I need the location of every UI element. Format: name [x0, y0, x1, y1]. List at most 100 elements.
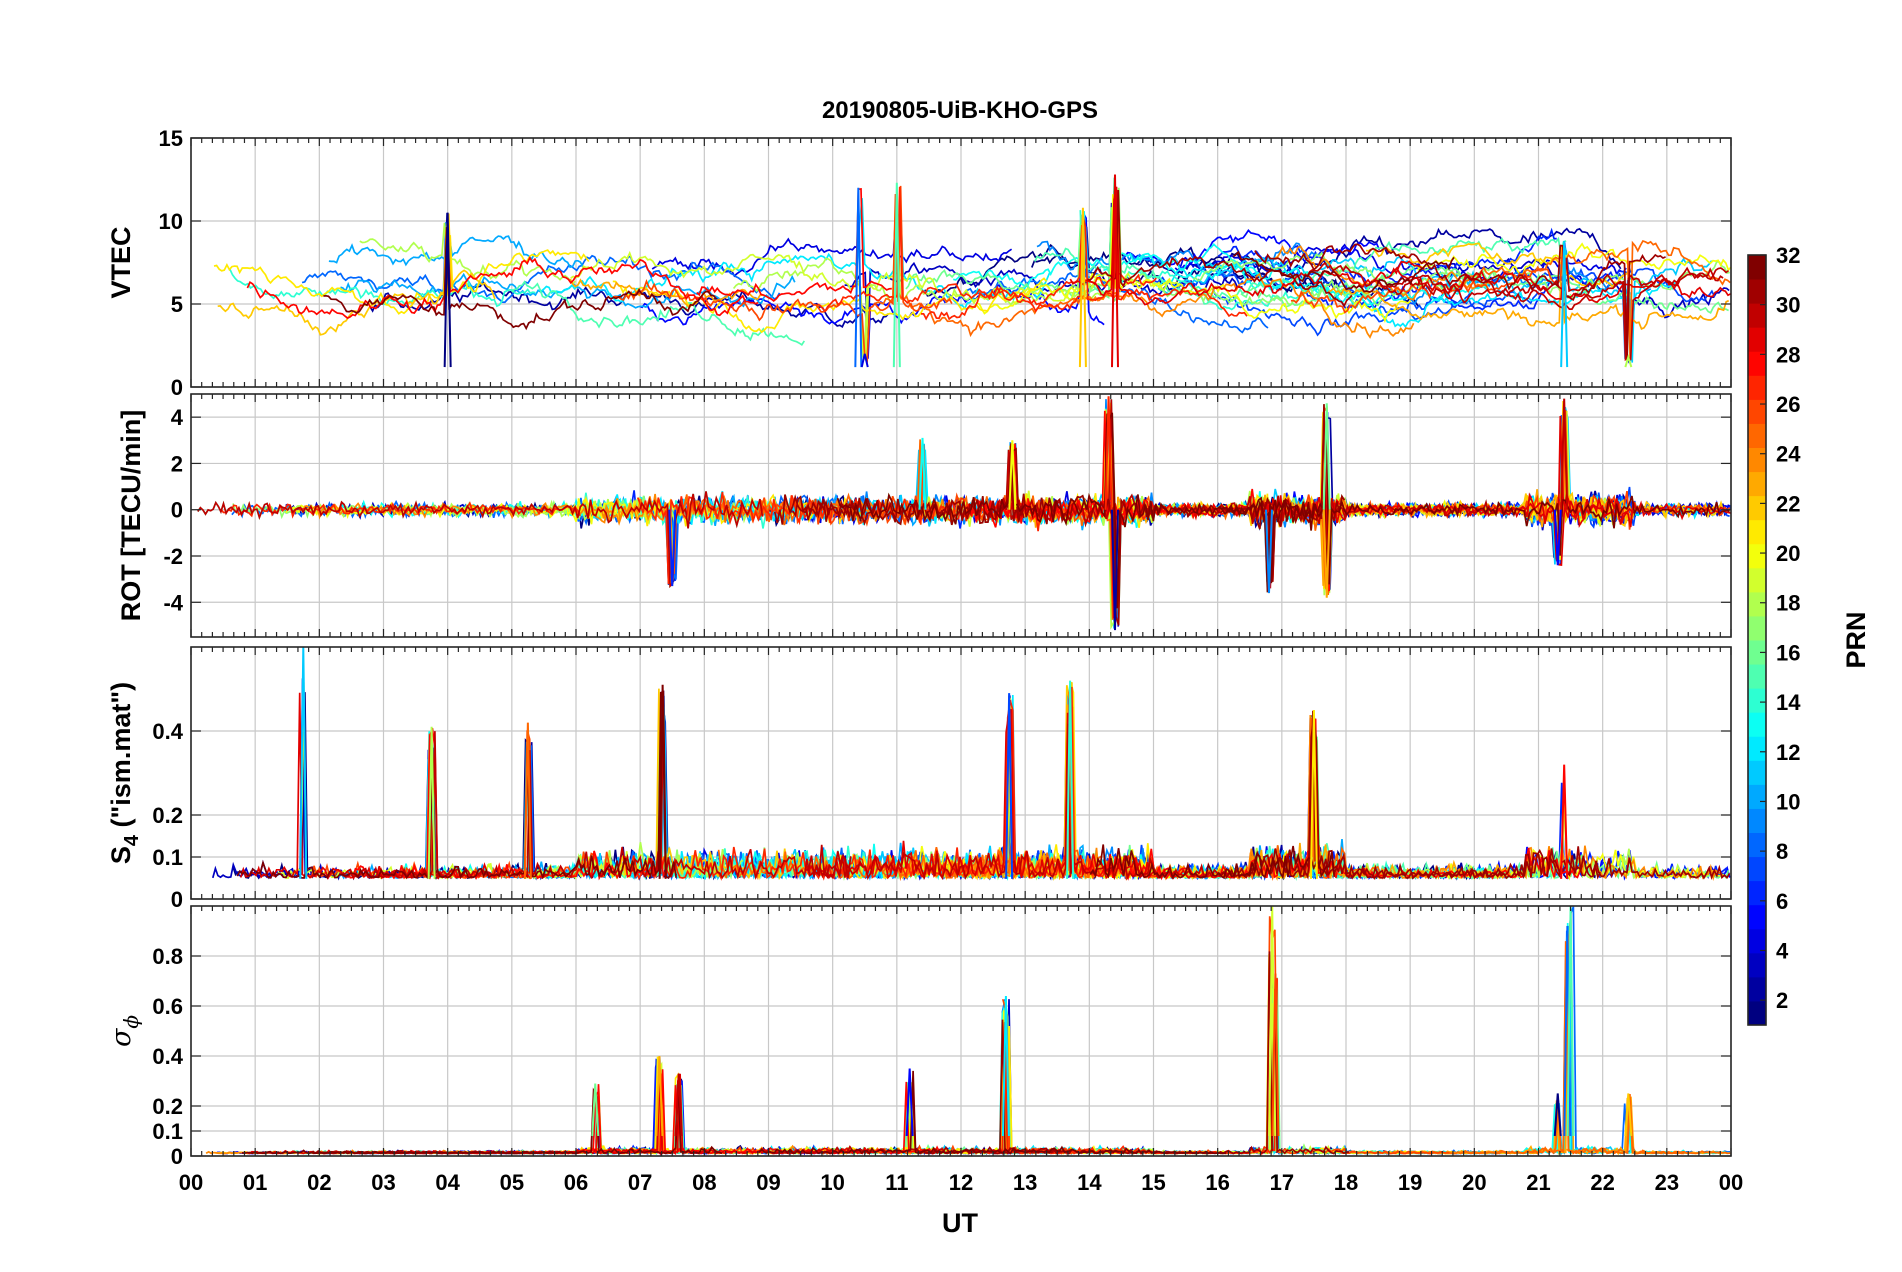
series-line: [246, 234, 759, 320]
colorbar-swatch: [1748, 952, 1766, 978]
spike-mark: [443, 212, 452, 368]
y-tick-label: -2: [163, 544, 183, 569]
colorbar-swatch: [1748, 303, 1766, 328]
y-tick-label: 0.1: [152, 1119, 183, 1144]
colorbar-tick-label: 24: [1776, 442, 1801, 467]
series-line: [211, 678, 458, 881]
colorbar-swatch: [1748, 904, 1766, 930]
colorbar-tick-label: 4: [1776, 938, 1789, 963]
y-tick-label: 10: [159, 209, 183, 234]
colorbar-tick-label: 14: [1776, 690, 1801, 715]
series-line: [1048, 997, 1301, 1155]
colorbar-swatch: [1748, 736, 1766, 761]
series-line: [1124, 981, 1503, 1155]
colorbar-swatch: [1748, 567, 1766, 593]
series-line: [285, 498, 657, 525]
spike-mark: [1001, 995, 1010, 1137]
x-tick-label: 02: [307, 1170, 331, 1195]
series-group: [205, 906, 1731, 1156]
colorbar-swatch: [1748, 664, 1766, 689]
y-tick-label: -4: [163, 590, 183, 615]
series-line: [239, 692, 493, 880]
series-line: [1462, 412, 1731, 565]
colorbar-swatch: [1748, 760, 1766, 785]
series-line: [836, 412, 1324, 609]
colorbar-tick-label: 10: [1776, 789, 1800, 814]
series-line: [613, 185, 953, 364]
series-line: [651, 206, 1013, 278]
series-line: [717, 695, 1102, 880]
series-line: [1290, 246, 1567, 314]
series-line: [732, 209, 1104, 358]
y-tick-label: 0.8: [152, 944, 183, 969]
series-line: [1068, 954, 1273, 1155]
y-tick-label: 0.4: [152, 1044, 183, 1069]
colorbar-swatch: [1748, 615, 1766, 641]
series-line: [837, 697, 1211, 881]
x-tick-label: 17: [1270, 1170, 1294, 1195]
spike-mark: [1111, 174, 1119, 368]
spike-mark: [1624, 1093, 1633, 1137]
spike-mark: [1265, 509, 1273, 594]
series-line: [873, 682, 1083, 881]
series-line: [883, 439, 1378, 620]
spike-mark: [299, 647, 308, 879]
colorbar-swatch: [1748, 543, 1766, 569]
series-line: [1232, 250, 1455, 293]
x-tick-label: 14: [1077, 1170, 1102, 1195]
x-tick-label: 21: [1526, 1170, 1550, 1195]
y-tick-label: 0.1: [152, 845, 183, 870]
series-line: [323, 227, 717, 331]
y-tick-label: 0.4: [152, 719, 183, 744]
series-line: [1432, 925, 1729, 1156]
series-line: [278, 1069, 711, 1156]
spike-mark: [1624, 353, 1633, 368]
colorbar-tick-label: 30: [1776, 293, 1800, 318]
colorbar-swatch: [1748, 495, 1766, 521]
spike-mark: [905, 1068, 914, 1137]
series-line: [364, 1057, 846, 1155]
series-line: [217, 213, 496, 336]
x-tick-label: 06: [564, 1170, 588, 1195]
series-line: [743, 443, 1231, 629]
spike-mark: [591, 1083, 600, 1137]
series-group: [211, 647, 1731, 882]
series-line: [1254, 243, 1666, 359]
x-tick-label: 07: [628, 1170, 652, 1195]
y-tick-label: 0: [171, 1144, 183, 1169]
spike-mark: [1322, 403, 1331, 510]
spike-mark: [655, 1055, 664, 1137]
colorbar-swatch: [1748, 976, 1766, 1002]
colorbar-swatch: [1748, 471, 1766, 497]
panel-vtec: 0 5 10 15 VTEC: [106, 126, 1732, 400]
x-tick-label: 00: [1719, 1170, 1743, 1195]
spike-mark: [1271, 973, 1280, 1137]
spike-mark: [1560, 764, 1569, 879]
series-line: [197, 491, 764, 589]
panel-sigma_phi: 00.10.2 0.4 0.6 0.8 σϕ: [106, 905, 1732, 1169]
series-line: [1220, 714, 1725, 881]
colorbar-swatch: [1748, 640, 1766, 665]
colorbar-tick-label: 6: [1776, 889, 1788, 914]
x-tick-label: 20: [1462, 1170, 1486, 1195]
series-line: [1304, 257, 1724, 362]
x-tick-label: 22: [1590, 1170, 1614, 1195]
chart-title: 20190805-UiB-KHO-GPS: [822, 97, 1098, 124]
colorbar-swatch: [1748, 784, 1766, 809]
series-line: [1211, 287, 1540, 337]
colorbar-tick-label: 12: [1776, 740, 1800, 765]
x-tick-label: 23: [1655, 1170, 1679, 1195]
colorbar-swatch: [1748, 375, 1766, 400]
series-line: [636, 449, 1168, 607]
spike-mark: [918, 437, 927, 510]
series-line: [1218, 413, 1730, 593]
series-line: [1069, 186, 1425, 306]
series-line: [511, 280, 806, 346]
spike-mark: [1008, 440, 1017, 510]
x-axis-label: UT: [942, 1208, 978, 1238]
series-line: [1087, 189, 1353, 308]
x-tick-label: 00: [179, 1170, 203, 1195]
series-line: [973, 978, 1278, 1156]
colorbar-frame: [1747, 254, 1767, 1026]
